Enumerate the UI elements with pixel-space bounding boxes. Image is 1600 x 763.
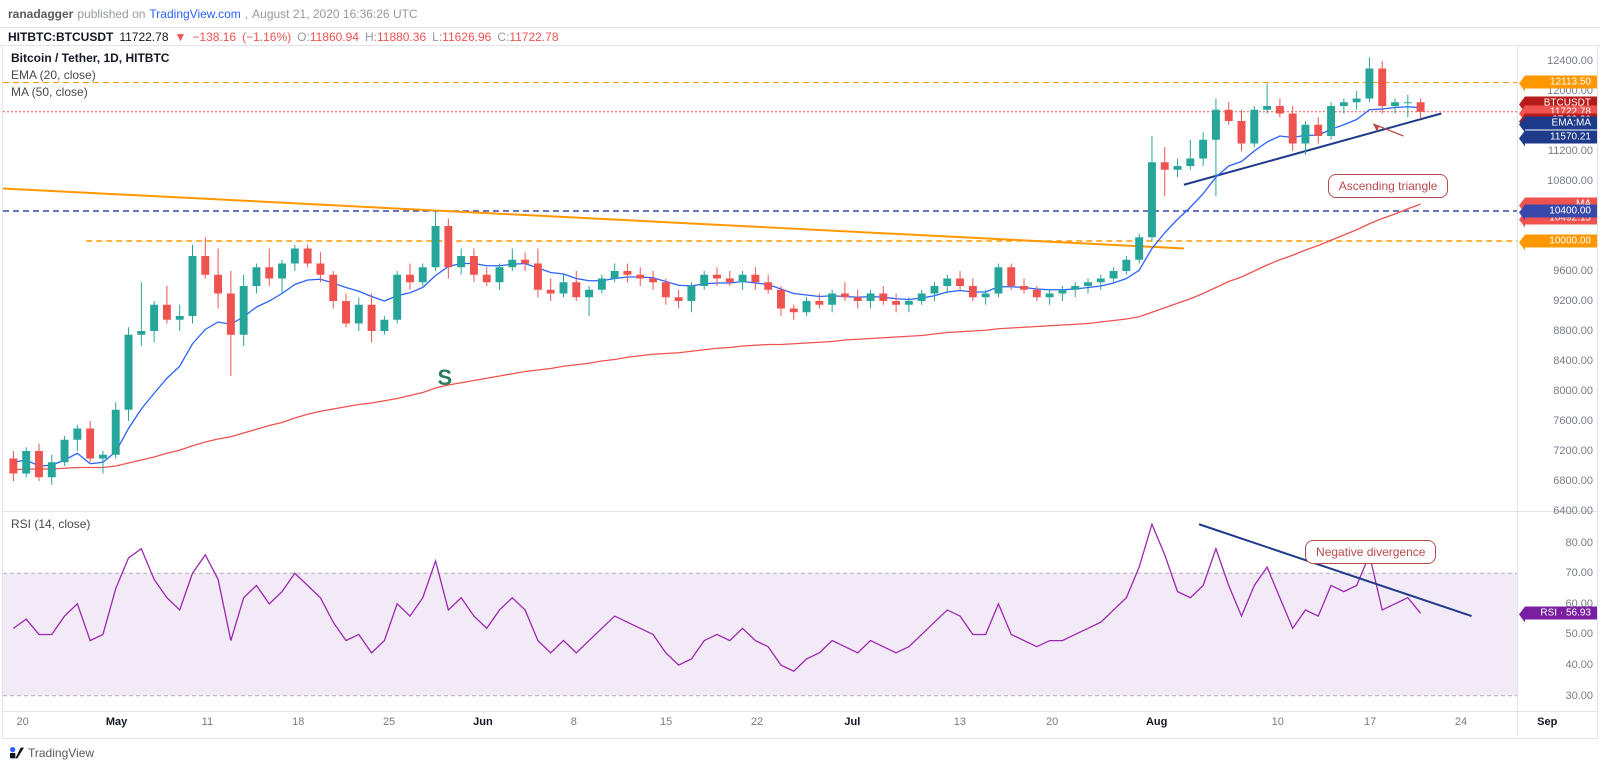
price-tick: 7200.00 (1553, 445, 1593, 457)
price-chart[interactable]: Bitcoin / Tether, 1D, HITBTC EMA (20, cl… (3, 46, 1597, 512)
publish-header: ranadagger published on TradingView.com … (0, 0, 1600, 28)
price-tick: 9200.00 (1553, 295, 1593, 307)
site-link[interactable]: TradingView.com (149, 7, 240, 21)
rsi-tick: 40.00 (1565, 659, 1593, 671)
close-key: C: (497, 30, 509, 44)
time-tick: 11 (202, 716, 213, 728)
rsi-axis[interactable]: 30.0040.0050.0060.0070.0080.00RSI · 56.9… (1517, 512, 1597, 711)
high-val: 11880.36 (377, 30, 426, 44)
price-tick: 8000.00 (1553, 385, 1593, 397)
time-tick: Jul (844, 716, 860, 728)
time-axis[interactable]: 20May111825Jun81522Jul1320Aug101724Sep (3, 712, 1597, 736)
open-key: O: (297, 30, 310, 44)
rsi-chart-svg (3, 512, 1517, 711)
open-val: 11860.94 (310, 30, 359, 44)
time-tick: 13 (954, 716, 966, 728)
rsi-chart[interactable]: RSI (14, close) Negative divergence 30.0… (3, 512, 1597, 712)
price-label: 11570.21 (1525, 131, 1597, 144)
footer-text: TradingView (28, 746, 94, 760)
main-legend: Bitcoin / Tether, 1D, HITBTC EMA (20, cl… (11, 50, 169, 100)
rsi-legend: RSI (14, close) (11, 516, 90, 533)
price-chart-svg (3, 46, 1517, 511)
rsi-tick: 70.00 (1565, 567, 1593, 579)
ticker-line: HITBTC:BTCUSDT 11722.78 ▼ −138.16 (−1.16… (0, 28, 1600, 46)
time-tick: 18 (292, 716, 304, 728)
username[interactable]: ranadagger (8, 7, 73, 21)
last-price: 11722.78 (119, 30, 168, 44)
rsi-tick: 80.00 (1565, 537, 1593, 549)
price-tick: 8800.00 (1553, 325, 1593, 337)
price-tick: 12400.00 (1547, 55, 1593, 67)
time-tick: 20 (17, 716, 29, 728)
high-key: H: (365, 30, 377, 44)
price-tick: 6800.00 (1553, 475, 1593, 487)
rsi-tick: 30.00 (1565, 690, 1593, 702)
price-axis[interactable]: 6400.006800.007200.007600.008000.008400.… (1517, 46, 1597, 511)
published-text: published on (77, 7, 145, 21)
publish-date: August 21, 2020 16:36:26 UTC (252, 7, 417, 21)
price-tick: 11200.00 (1548, 145, 1593, 157)
ema-legend: EMA (20, close) (11, 67, 169, 84)
chart-container: Bitcoin / Tether, 1D, HITBTC EMA (20, cl… (2, 46, 1598, 739)
time-tick: May (106, 716, 127, 728)
ma-legend: MA (50, close) (11, 84, 169, 101)
time-tick: Aug (1146, 716, 1167, 728)
price-tick: 8400.00 (1553, 355, 1593, 367)
time-tick: 25 (383, 716, 395, 728)
time-tick: 24 (1455, 716, 1467, 728)
price-tick: 10800.00 (1547, 175, 1593, 187)
low-key: L: (432, 30, 442, 44)
rsi-legend-label: RSI (14, close) (11, 516, 90, 533)
close-val: 11722.78 (509, 30, 558, 44)
time-tick: 20 (1046, 716, 1058, 728)
time-tick: 17 (1364, 716, 1376, 728)
arrow-down-icon: ▼ (175, 30, 187, 44)
ema-ma-badge: EMA:MA (1525, 117, 1597, 130)
rsi-value-label: RSI · 56.93 (1525, 607, 1597, 620)
chart-title: Bitcoin / Tether, 1D, HITBTC (11, 50, 169, 67)
change: −138.16 (192, 30, 236, 44)
footer-brand[interactable]: TradingView (8, 745, 94, 761)
low-val: 11626.96 (442, 30, 491, 44)
time-tick: 10 (1272, 716, 1284, 728)
ascending-triangle-annotation: Ascending triangle (1328, 174, 1449, 198)
change-pct: (−1.16%) (242, 30, 291, 44)
price-label: 12113.50 (1525, 76, 1597, 89)
price-label: 10000.00 (1525, 235, 1597, 248)
tradingview-icon (8, 745, 24, 761)
time-tick: 22 (751, 716, 763, 728)
rsi-tick: 50.00 (1565, 628, 1593, 640)
time-tick: 8 (571, 716, 577, 728)
time-tick: 15 (660, 716, 672, 728)
s-mark: S (438, 365, 453, 391)
time-tick: Jun (473, 716, 493, 728)
price-tick: 7600.00 (1553, 415, 1593, 427)
price-tick: 9600.00 (1553, 265, 1593, 277)
symbol[interactable]: HITBTC:BTCUSDT (8, 30, 113, 44)
price-label: 10400.00 (1525, 205, 1597, 218)
negative-divergence-annotation: Negative divergence (1305, 540, 1436, 564)
